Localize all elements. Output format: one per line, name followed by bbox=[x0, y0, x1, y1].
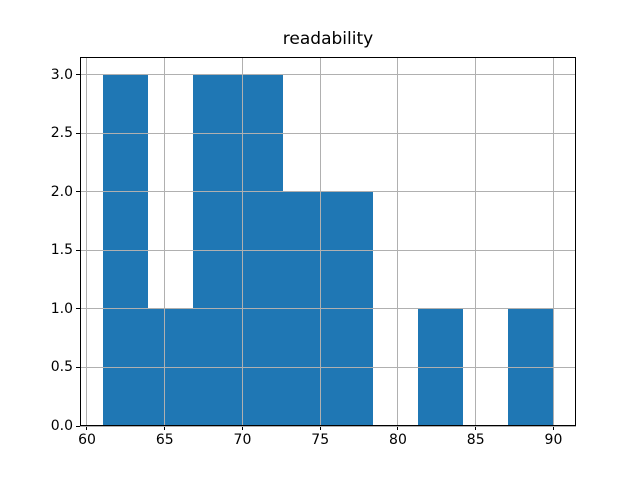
x-axis-tick bbox=[319, 426, 321, 430]
gridline-vertical bbox=[86, 57, 88, 426]
gridline-horizontal bbox=[80, 366, 576, 368]
gridline-horizontal bbox=[80, 249, 576, 251]
gridline-horizontal bbox=[80, 132, 576, 134]
x-axis-tick bbox=[397, 426, 399, 430]
gridline-horizontal bbox=[80, 74, 576, 76]
y-axis-tick bbox=[76, 249, 80, 251]
y-axis-tick bbox=[76, 425, 80, 427]
x-axis-tick bbox=[552, 426, 554, 430]
gridline-horizontal bbox=[80, 191, 576, 193]
x-axis-tick bbox=[164, 426, 166, 430]
x-tick-label: 65 bbox=[155, 432, 174, 448]
x-axis-tick bbox=[241, 426, 243, 430]
chart-title: readability bbox=[282, 29, 374, 49]
y-tick-label: 3.0 bbox=[50, 66, 73, 83]
x-axis-tick bbox=[86, 426, 88, 430]
y-axis-tick bbox=[76, 74, 80, 76]
y-tick-label: 1.0 bbox=[50, 300, 73, 317]
y-tick-label: 0.0 bbox=[50, 418, 73, 434]
plot-area: 60 65 70 75 80 85 90 0.0 0.5 1.0 1.5 2.0 2.5 3.0 bbox=[51, 57, 576, 448]
gridline-horizontal bbox=[80, 425, 576, 427]
gridline-vertical bbox=[319, 57, 321, 426]
gridline-vertical bbox=[397, 57, 399, 426]
x-tick-label: 60 bbox=[78, 432, 96, 448]
gridline-vertical bbox=[475, 57, 477, 426]
gridline-vertical bbox=[241, 57, 243, 426]
y-tick-label: 0.5 bbox=[50, 359, 73, 376]
y-axis-tick bbox=[76, 366, 80, 368]
y-axis-tick bbox=[76, 308, 80, 310]
gridline-vertical bbox=[552, 57, 554, 426]
y-axis-tick bbox=[76, 132, 80, 134]
x-tick-label: 85 bbox=[466, 432, 485, 448]
x-axis-tick bbox=[475, 426, 477, 430]
gridline-vertical bbox=[164, 57, 166, 426]
x-tick-label: 80 bbox=[389, 432, 407, 448]
gridline-horizontal bbox=[80, 308, 576, 310]
y-tick-label: 2.5 bbox=[50, 125, 73, 142]
y-axis-tick bbox=[76, 191, 80, 193]
y-tick-label: 2.0 bbox=[50, 183, 73, 200]
x-tick-label: 70 bbox=[233, 432, 252, 448]
x-tick-label: 90 bbox=[544, 432, 563, 448]
y-tick-label: 1.5 bbox=[50, 242, 73, 259]
x-tick-label: 75 bbox=[311, 432, 330, 448]
